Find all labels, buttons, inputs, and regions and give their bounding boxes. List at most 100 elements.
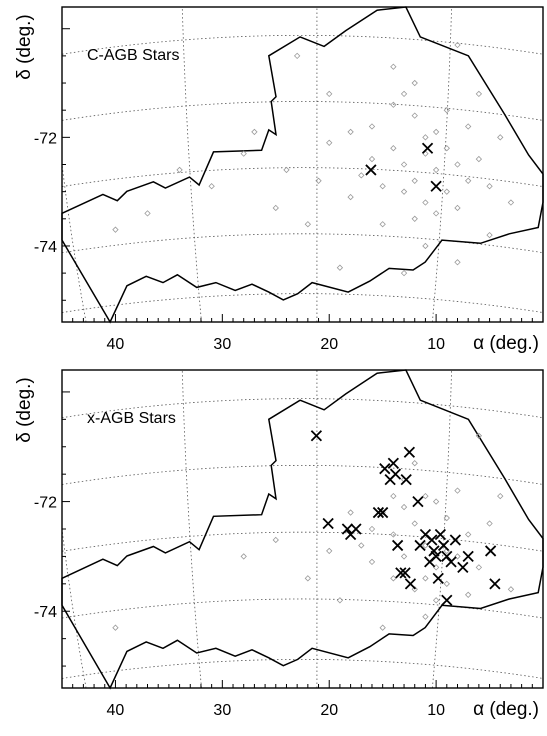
data-point-diamond (326, 547, 333, 555)
data-point-cross (399, 567, 411, 579)
data-point-diamond (507, 199, 515, 206)
data-point-diamond (454, 41, 461, 49)
data-point-diamond (358, 172, 365, 179)
data-point-cross (387, 457, 399, 469)
grid-parallel (62, 531, 543, 552)
grid-meridian (62, 525, 87, 688)
data-point-diamond (347, 509, 354, 516)
data-points (112, 41, 515, 277)
x-axis-label: α (deg.) (473, 699, 539, 720)
data-point-diamond (368, 558, 376, 566)
data-point-diamond (293, 52, 301, 60)
grid-parallel (62, 398, 543, 419)
x-tick-label: 40 (107, 702, 125, 719)
data-point-cross (414, 539, 426, 552)
data-point-diamond (283, 166, 290, 174)
x-tick-label: 10 (427, 336, 445, 353)
data-point-cross (389, 468, 402, 480)
data-point-diamond (411, 520, 418, 527)
data-point-diamond (379, 221, 386, 228)
data-point-cross (445, 556, 457, 568)
y-tick-label: -72 (34, 495, 57, 512)
grid-parallel (62, 167, 543, 187)
data-point-diamond (486, 231, 493, 239)
data-point-diamond (368, 123, 376, 130)
data-point-diamond (379, 624, 386, 631)
panel-title: x-AGB Stars (87, 410, 176, 427)
data-point-diamond (208, 183, 215, 190)
data-point-diamond (326, 139, 333, 146)
data-point-cross (430, 180, 442, 192)
data-point-cross (322, 517, 334, 530)
grid-parallel (62, 465, 543, 485)
grid-parallel (62, 34, 543, 55)
data-point-diamond (443, 580, 450, 587)
data-point-diamond (144, 210, 151, 217)
data-point-diamond (486, 520, 493, 527)
data-point-diamond (400, 188, 408, 195)
y-tick-label: -72 (34, 130, 57, 147)
data-point-diamond (411, 586, 418, 593)
data-point-cross (403, 446, 416, 458)
data-point-diamond (400, 90, 408, 98)
data-point-diamond (358, 542, 365, 549)
axis-ticks: 40 30 20 10 -72 -74 (34, 28, 533, 353)
data-point-diamond (475, 564, 483, 571)
data-point-diamond (411, 215, 418, 222)
data-point-diamond (272, 536, 279, 544)
grid-parallel (62, 659, 543, 679)
data-point-cross (449, 534, 461, 546)
data-point-diamond (400, 503, 408, 511)
data-point-diamond (443, 107, 450, 114)
data-point-diamond (347, 128, 354, 136)
data-point-diamond (368, 155, 376, 163)
data-point-cross (341, 523, 354, 535)
data-point-diamond (465, 123, 472, 130)
data-point-cross (432, 572, 444, 584)
data-point-diamond (465, 177, 472, 184)
y-tick-label: -74 (34, 239, 57, 256)
data-point-diamond (454, 204, 461, 212)
data-point-cross (489, 578, 501, 590)
x-axis-label: α (deg.) (473, 333, 539, 354)
data-point-diamond (251, 128, 258, 136)
x-tick-label: 30 (213, 702, 231, 719)
x-tick-label: 20 (320, 336, 338, 353)
data-point-diamond (326, 90, 333, 98)
data-point-diamond (390, 145, 397, 152)
data-point-cross (350, 523, 362, 535)
data-point-diamond (112, 624, 119, 631)
data-point-cross (430, 550, 442, 563)
grid (62, 7, 543, 322)
x-tick-label: 20 (320, 702, 338, 719)
data-point-diamond (454, 553, 461, 560)
grid-meridian (62, 161, 87, 322)
data-point-cross (400, 474, 412, 486)
y-tick-label: -74 (34, 604, 57, 621)
y-axis-label: δ (deg.) (14, 14, 35, 80)
data-point-cross (412, 495, 424, 508)
data-point-diamond (400, 269, 408, 277)
data-point-diamond (454, 161, 461, 168)
data-point-diamond (272, 204, 279, 212)
grid-meridian (181, 7, 202, 322)
grid-parallel (62, 598, 543, 619)
data-point-cross (365, 164, 377, 176)
grid-meridian (431, 7, 453, 322)
data-point-cross (462, 550, 474, 563)
data-point-diamond (422, 199, 429, 206)
data-point-diamond (422, 134, 429, 141)
panel-c-agb: 40 30 20 10 -72 -74 C-AGB Stars δ (deg.) α (d… (14, 6, 544, 354)
data-point-cross (310, 430, 323, 442)
data-point-diamond (465, 531, 472, 538)
data-point-diamond (432, 166, 440, 174)
data-point-diamond (443, 145, 450, 152)
data-point-diamond (422, 242, 429, 250)
grid-meridian (181, 370, 202, 688)
data-point-cross (441, 594, 453, 606)
data-point-diamond (475, 90, 483, 98)
data-point-cross (457, 561, 469, 574)
x-tick-label: 10 (427, 702, 445, 719)
grid (62, 370, 543, 688)
